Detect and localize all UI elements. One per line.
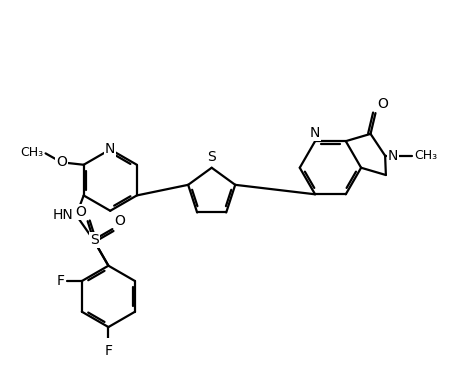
- Text: N: N: [310, 126, 320, 140]
- Text: S: S: [90, 233, 99, 247]
- Text: N: N: [105, 142, 115, 157]
- Text: HN: HN: [53, 208, 74, 222]
- Text: CH₃: CH₃: [20, 146, 43, 159]
- Text: O: O: [114, 214, 125, 228]
- Text: N: N: [387, 149, 398, 163]
- Text: O: O: [56, 155, 67, 169]
- Text: CH₃: CH₃: [414, 149, 437, 162]
- Text: F: F: [57, 274, 65, 288]
- Text: O: O: [75, 205, 86, 219]
- Text: S: S: [207, 150, 216, 164]
- Text: F: F: [104, 344, 112, 358]
- Text: O: O: [377, 97, 388, 111]
